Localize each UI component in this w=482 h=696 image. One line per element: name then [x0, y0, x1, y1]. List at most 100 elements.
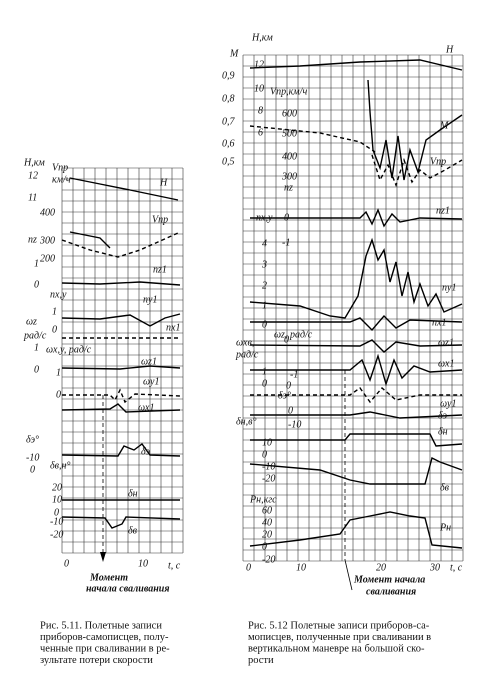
axis-label: 1 — [262, 366, 267, 377]
axis-label: δн — [128, 488, 138, 499]
axis-label: 10 — [138, 558, 148, 569]
axis-label: 0,7 — [222, 116, 236, 127]
axis-label: 0,5 — [222, 156, 235, 167]
axis-label: δэ° — [278, 390, 291, 401]
axis-label: 0 — [262, 319, 267, 330]
axis-label: 2 — [262, 280, 267, 291]
axis-label: 8 — [258, 105, 263, 116]
axis-label: 11 — [28, 192, 37, 203]
axis-label: 4 — [262, 238, 267, 249]
axis-label: δн — [438, 426, 448, 437]
axis-label: ωz1 — [141, 356, 157, 367]
axis-label: 0 — [288, 405, 293, 416]
axis-label: M — [229, 48, 239, 59]
axis-label: 40 — [262, 517, 272, 528]
axis-label: 20 — [262, 529, 272, 540]
axis-label: -10 — [288, 419, 301, 430]
axis-label: 3 — [261, 259, 267, 270]
annotation: сваливания — [366, 586, 416, 597]
axis-label: 1 — [262, 300, 267, 311]
axis-label: δн,в° — [236, 416, 256, 427]
axis-label: 0,6 — [222, 138, 235, 149]
axis-label: 0,9 — [222, 70, 235, 81]
axis-label: δэ — [141, 446, 151, 457]
axis-label: -10 — [262, 461, 275, 472]
axis-label: 0 — [262, 541, 267, 552]
axis-label: 500 — [282, 128, 297, 139]
axis-label: H,км — [23, 157, 45, 168]
axis-label: t, c — [168, 560, 181, 571]
axis-label: δэ — [438, 410, 448, 421]
axis-label: 6 — [258, 127, 263, 138]
axis-label: 0 — [52, 324, 57, 335]
caption-line: рости — [248, 655, 274, 666]
caption-line: Рис. 5.12 Полетные записи приборов-са- — [248, 620, 430, 631]
axis-label: 10 — [254, 83, 264, 94]
axis-label: рад/с — [235, 349, 259, 360]
annotation: Момент — [89, 572, 128, 583]
axis-label: 300 — [39, 235, 55, 246]
grid-right — [242, 54, 464, 562]
axis-label: t, c — [450, 562, 463, 573]
axis-label: 600 — [282, 108, 297, 119]
axis-label: ωxв, — [236, 337, 254, 348]
caption-line: мописцев, полученные при сваливании в — [248, 632, 431, 643]
axis-label: 1 — [56, 367, 61, 378]
axis-label: 20 — [52, 482, 62, 493]
axis-label: 0 — [54, 507, 59, 518]
traces-right — [249, 59, 463, 591]
axis-label: Vпр — [52, 162, 68, 173]
axis-label: nx,y — [50, 289, 67, 300]
axis-label: 10 — [296, 562, 306, 573]
axis-label: 0 — [34, 279, 39, 290]
axis-label: -10 — [26, 452, 39, 463]
axis-label: -20 — [50, 529, 63, 540]
axis-label: -1 — [290, 369, 298, 380]
axis-label: 400 — [40, 207, 55, 218]
axis-label: ωy1 — [440, 398, 457, 409]
axis-label: 60 — [262, 505, 272, 516]
axis-label: ωz1 — [438, 337, 454, 348]
axis-label: 1 — [52, 306, 57, 317]
axis-label: 0 — [284, 212, 289, 223]
traces-left — [61, 177, 181, 562]
axis-label: δв — [128, 525, 138, 536]
axis-label: 0 — [56, 389, 61, 400]
axis-label: nz1 — [436, 205, 450, 216]
axis-label: ωz, рад/с — [274, 329, 313, 340]
axis-label: 0 — [246, 562, 251, 573]
caption-line: вертикальном маневре на большой ско- — [248, 643, 425, 654]
axis-label: -1 — [282, 237, 290, 248]
axis-label: 10 — [52, 494, 62, 505]
axis-label: ωx,y, рад/с — [46, 344, 92, 355]
axis-label: nx1 — [432, 317, 446, 328]
axis-label: 12 — [254, 59, 264, 70]
axis-label: Vпр,км/ч — [270, 86, 307, 97]
axis-label: 0 — [30, 464, 35, 475]
axis-label: ωx1 — [438, 358, 455, 369]
annotation: Момент начала — [353, 574, 425, 585]
axis-label: ωz — [26, 316, 37, 327]
axis-label: км/ч — [52, 174, 71, 185]
caption-line: ченные при сваливании в ре- — [40, 643, 170, 654]
axis-label: nx,y — [256, 212, 273, 223]
axis-label: nz — [284, 182, 293, 193]
grid-left — [61, 167, 184, 554]
axis-label: nz — [28, 234, 37, 245]
axis-label: ωy1 — [143, 376, 160, 387]
axis-label: 0 — [64, 558, 69, 569]
annotation: начала сваливания — [86, 583, 170, 594]
axis-label: 30 — [429, 562, 440, 573]
axis-label: δв — [440, 482, 450, 493]
axis-label: 0 — [262, 378, 267, 389]
axis-label: -20 — [262, 554, 275, 565]
axis-label: 0 — [262, 449, 267, 460]
axis-label: 200 — [40, 253, 55, 264]
axis-label: δв,н° — [50, 460, 70, 471]
axis-label: H — [445, 44, 454, 55]
axis-label: Vпр — [152, 214, 168, 225]
axis-label: 0,8 — [222, 93, 235, 104]
axis-label: δэ° — [26, 434, 39, 445]
axis-label: ωx1 — [138, 402, 155, 413]
